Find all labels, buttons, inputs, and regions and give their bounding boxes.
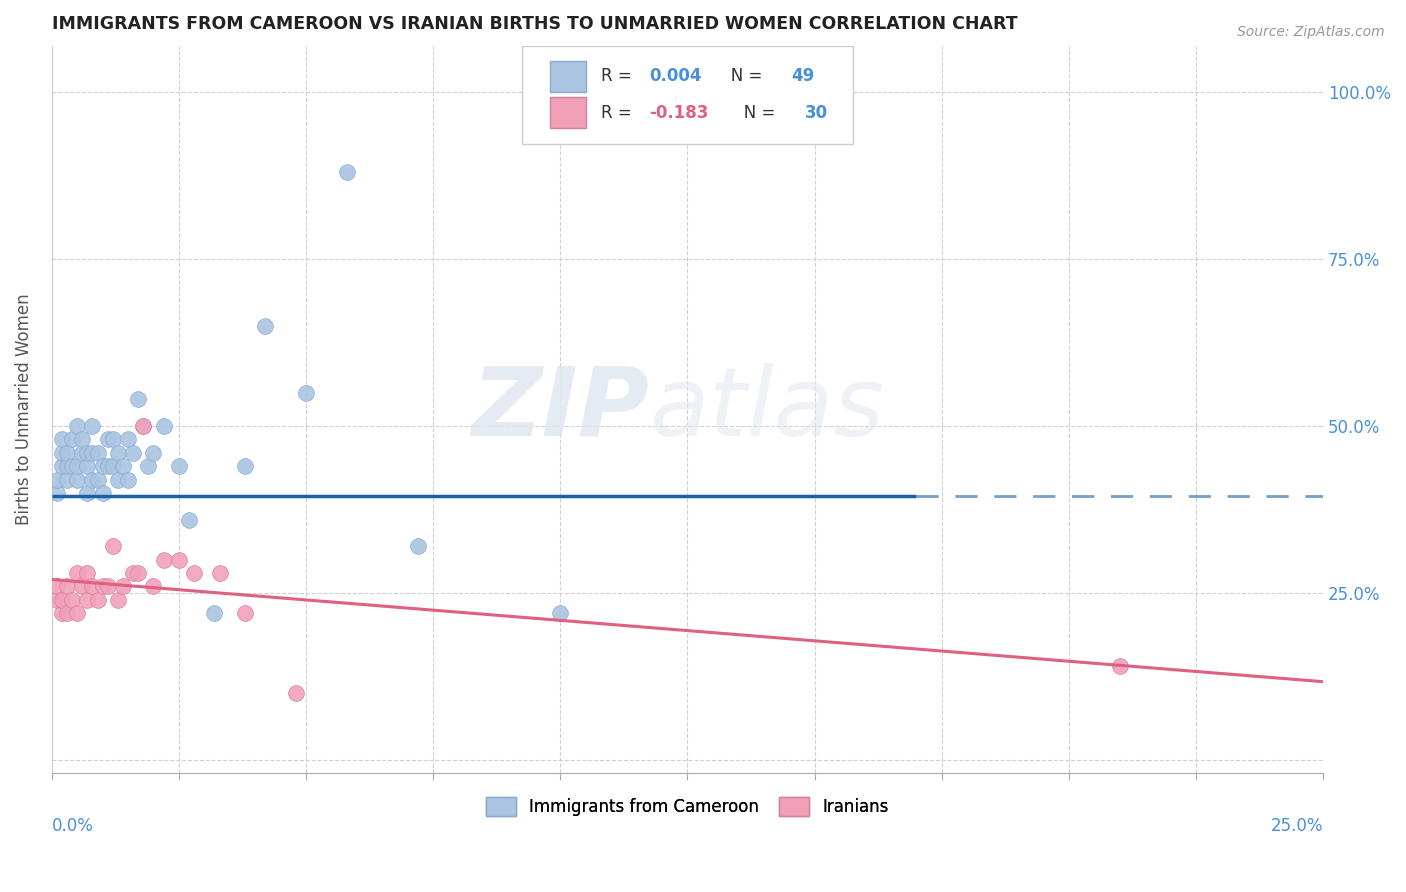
Point xyxy=(66,606,89,620)
Point xyxy=(45,592,67,607)
Y-axis label: Births to Unmarried Women: Births to Unmarried Women xyxy=(15,293,32,525)
Text: ZIP: ZIP xyxy=(471,363,650,456)
Point xyxy=(51,446,73,460)
Point xyxy=(132,419,155,434)
Point xyxy=(101,433,124,447)
Point xyxy=(66,473,89,487)
Point xyxy=(111,459,134,474)
Point xyxy=(208,566,231,580)
Text: R =: R = xyxy=(600,103,637,121)
Point xyxy=(1108,659,1130,673)
FancyBboxPatch shape xyxy=(550,97,586,128)
Point xyxy=(66,566,89,580)
Point xyxy=(117,433,139,447)
Point xyxy=(101,459,124,474)
Point xyxy=(51,606,73,620)
Point xyxy=(76,566,98,580)
Point xyxy=(66,419,89,434)
Point xyxy=(76,459,98,474)
Point xyxy=(56,606,79,620)
Point xyxy=(107,446,129,460)
Point xyxy=(86,473,108,487)
Point xyxy=(56,446,79,460)
Point xyxy=(117,473,139,487)
Point xyxy=(101,539,124,553)
Point xyxy=(167,552,190,566)
Point xyxy=(122,446,145,460)
Point xyxy=(107,592,129,607)
Point xyxy=(76,446,98,460)
Point xyxy=(152,552,174,566)
Point xyxy=(45,473,67,487)
Point xyxy=(254,318,277,333)
Point xyxy=(91,486,114,500)
Text: 0.0%: 0.0% xyxy=(52,817,94,835)
FancyBboxPatch shape xyxy=(550,61,586,92)
Text: N =: N = xyxy=(728,103,780,121)
Point xyxy=(72,579,94,593)
Point xyxy=(51,592,73,607)
Point xyxy=(82,473,104,487)
Point xyxy=(82,579,104,593)
Point xyxy=(60,459,83,474)
Point xyxy=(550,606,572,620)
Point xyxy=(51,459,73,474)
Point xyxy=(86,446,108,460)
Point xyxy=(183,566,205,580)
Text: 49: 49 xyxy=(792,67,815,86)
Point xyxy=(127,392,149,407)
FancyBboxPatch shape xyxy=(522,45,852,144)
Point xyxy=(45,579,67,593)
Point xyxy=(72,446,94,460)
Point xyxy=(406,539,429,553)
Point xyxy=(91,459,114,474)
Point xyxy=(295,385,318,400)
Point xyxy=(284,686,307,700)
Point xyxy=(111,579,134,593)
Point xyxy=(45,486,67,500)
Text: -0.183: -0.183 xyxy=(650,103,709,121)
Point xyxy=(97,579,120,593)
Point xyxy=(177,512,200,526)
Point xyxy=(97,433,120,447)
Point xyxy=(132,419,155,434)
Point xyxy=(127,566,149,580)
Text: Source: ZipAtlas.com: Source: ZipAtlas.com xyxy=(1237,25,1385,39)
Point xyxy=(167,459,190,474)
Point xyxy=(97,459,120,474)
Point xyxy=(336,165,359,179)
Point xyxy=(142,579,165,593)
Point xyxy=(60,592,83,607)
Text: 30: 30 xyxy=(804,103,828,121)
Point xyxy=(66,459,89,474)
Point xyxy=(56,579,79,593)
Point xyxy=(56,473,79,487)
Point xyxy=(107,473,129,487)
Point xyxy=(233,606,256,620)
Legend: Immigrants from Cameroon, Iranians: Immigrants from Cameroon, Iranians xyxy=(479,790,896,823)
Point xyxy=(233,459,256,474)
Text: N =: N = xyxy=(716,67,768,86)
Point xyxy=(91,579,114,593)
Point xyxy=(204,606,226,620)
Point xyxy=(142,446,165,460)
Text: 0.004: 0.004 xyxy=(650,67,702,86)
Point xyxy=(138,459,160,474)
Point xyxy=(82,446,104,460)
Point xyxy=(72,433,94,447)
Point xyxy=(51,433,73,447)
Point xyxy=(56,459,79,474)
Point xyxy=(82,419,104,434)
Point xyxy=(152,419,174,434)
Point xyxy=(76,486,98,500)
Point xyxy=(60,433,83,447)
Point xyxy=(86,592,108,607)
Text: IMMIGRANTS FROM CAMEROON VS IRANIAN BIRTHS TO UNMARRIED WOMEN CORRELATION CHART: IMMIGRANTS FROM CAMEROON VS IRANIAN BIRT… xyxy=(52,15,1018,33)
Text: atlas: atlas xyxy=(650,363,884,456)
Point xyxy=(76,592,98,607)
Point xyxy=(122,566,145,580)
Text: R =: R = xyxy=(600,67,637,86)
Text: 25.0%: 25.0% xyxy=(1271,817,1323,835)
